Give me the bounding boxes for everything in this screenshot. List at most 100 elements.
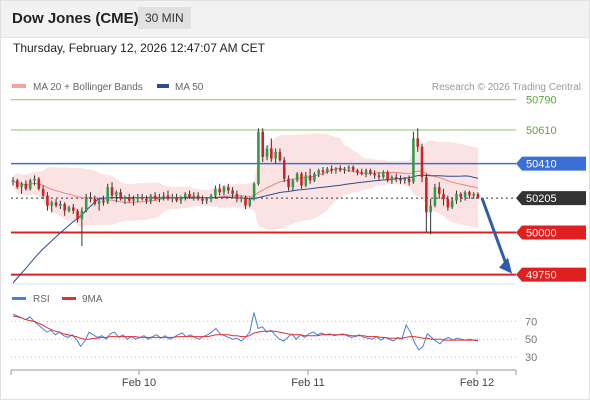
candle-body [425, 177, 428, 213]
candle-body [476, 193, 480, 199]
candle-body [334, 168, 338, 171]
rsi-level-label: 50 [525, 334, 537, 346]
candle-body [71, 207, 75, 211]
candle-body [420, 146, 424, 178]
candle-body [304, 175, 308, 186]
candle-body [403, 178, 407, 181]
price-level-tag [516, 225, 586, 240]
legend-swatch-ma20 [12, 84, 26, 88]
candle-body [140, 197, 144, 199]
candle-body [196, 195, 200, 199]
chart-credit: Research © 2026 Trading Central [432, 82, 581, 93]
price-level-label: 49750 [526, 270, 557, 282]
candle-body [201, 198, 204, 201]
candle-body [222, 187, 226, 193]
rsi-level-label: 70 [525, 316, 537, 328]
price-level-label: 50410 [526, 159, 557, 171]
candle-body [209, 195, 213, 199]
candle-body [347, 166, 351, 169]
candle-body [287, 178, 290, 188]
candle-body [308, 175, 312, 181]
candle-body [282, 160, 286, 179]
instrument-title: Dow Jones (CME) [12, 10, 139, 27]
candle-body [300, 173, 303, 186]
candle-body [67, 207, 71, 211]
candle-body [132, 198, 135, 201]
candle-body [162, 195, 165, 198]
rsi-level-label: 30 [525, 352, 537, 364]
candle-body [321, 170, 325, 173]
candle-body [93, 198, 97, 204]
candle-body [455, 193, 458, 201]
candle-body [214, 188, 217, 196]
candle-body [437, 187, 441, 194]
candle-body [248, 198, 252, 206]
candle-body [252, 183, 256, 199]
ma9-legend-swatch [62, 297, 76, 300]
candle-body [394, 177, 398, 179]
candle-body [84, 197, 88, 211]
candle-body [386, 172, 389, 181]
price-level-label: 50610 [526, 125, 557, 137]
candle-body [433, 187, 437, 206]
candle-body [274, 151, 277, 159]
forecast-arrow-line [480, 197, 509, 268]
candle-body [188, 193, 191, 198]
candle-body [205, 198, 209, 201]
candle-body [46, 195, 49, 206]
candle-body [257, 131, 260, 184]
price-level-tag [516, 267, 586, 282]
candle-body [235, 193, 239, 199]
x-axis-tick-label: Feb 12 [460, 377, 494, 389]
candle-body [192, 195, 196, 198]
candle-body [28, 180, 32, 189]
x-axis-tick-label: Feb 11 [291, 377, 324, 389]
candle-body [463, 192, 467, 198]
candle-body [356, 170, 359, 173]
legend-label-ma20: MA 20 + Bollinger Bands [33, 82, 143, 93]
candle-body [338, 168, 342, 171]
candle-body [166, 195, 170, 199]
candle-body [41, 188, 45, 196]
price-level-label: 50790 [526, 95, 557, 107]
forecast-arrow-head [499, 257, 512, 274]
chart-datetime: Thursday, February 12, 2026 12:47:07 AM … [13, 41, 265, 55]
candle-body [123, 197, 127, 199]
rsi-legend-label: RSI [33, 294, 50, 305]
candle-body [399, 178, 402, 181]
candle-body [373, 173, 376, 176]
candle-body [313, 173, 316, 181]
candle-body [153, 195, 157, 199]
candle-body [261, 131, 265, 157]
candle-body [145, 198, 148, 201]
candle-body [364, 170, 368, 174]
candle-body [278, 151, 282, 161]
candle-body [468, 192, 471, 196]
price-level-label: 50000 [526, 228, 557, 240]
candle-body [179, 197, 183, 201]
candle-body [450, 200, 454, 208]
candle-body [63, 203, 66, 211]
candle-body [330, 168, 333, 171]
candle-body [270, 148, 273, 159]
candle-body [360, 172, 364, 174]
candle-body [381, 172, 385, 178]
candle-body [16, 180, 19, 188]
candle-body [231, 190, 234, 194]
candle-body [80, 210, 84, 220]
candle-body [119, 192, 122, 199]
candle-body [54, 202, 58, 206]
candle-body [351, 166, 355, 171]
candle-body [244, 197, 247, 206]
candle-body [472, 193, 475, 196]
candle-body [50, 202, 54, 206]
timeframe-badge[interactable]: 30 MIN [138, 7, 191, 29]
candle-body [175, 197, 178, 201]
candle-body [33, 178, 36, 181]
candle-body [89, 197, 92, 199]
candle-body [459, 193, 463, 198]
candle-body [416, 138, 420, 147]
candle-body [317, 170, 320, 174]
candle-body [407, 178, 411, 183]
candle-body [149, 195, 153, 201]
